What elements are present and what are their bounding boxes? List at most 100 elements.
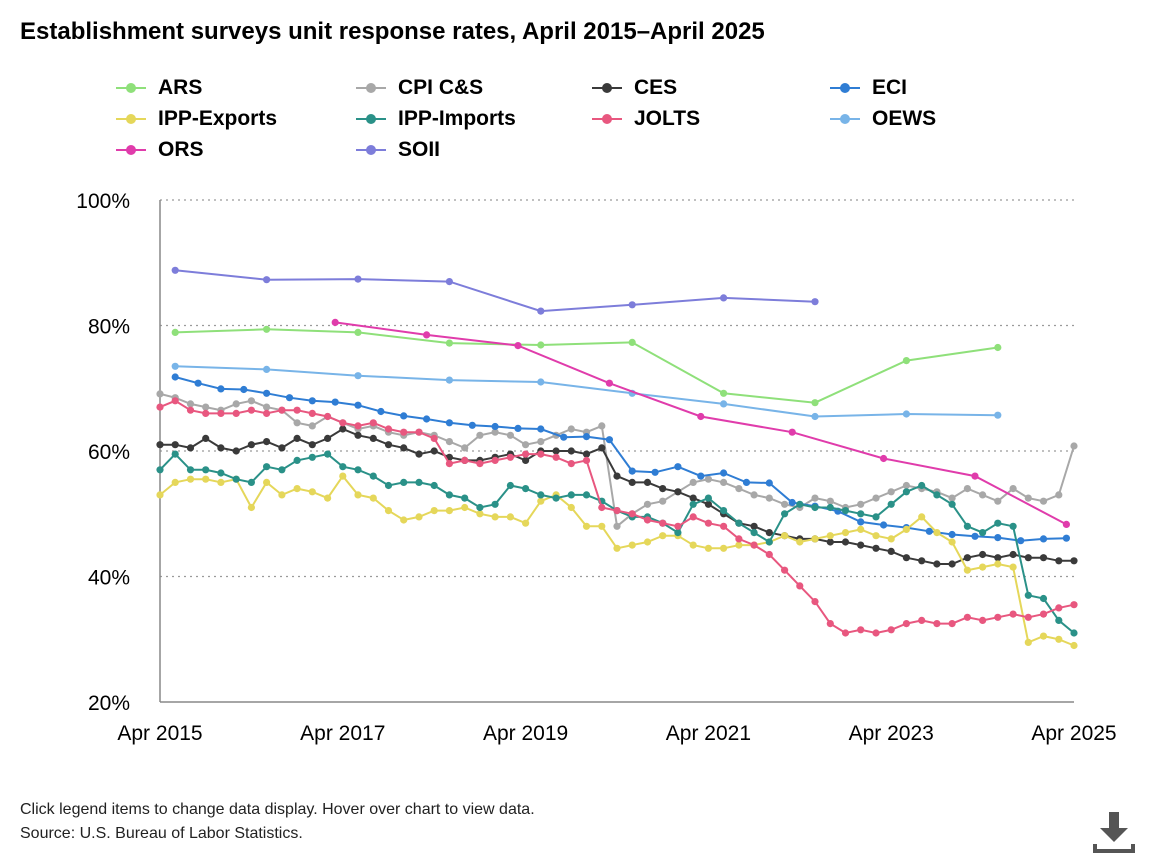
data-point [506,431,514,439]
legend-swatch [592,112,622,126]
legend-item[interactable]: IPP-Imports [356,106,516,132]
data-point [537,438,545,446]
legend-swatch [830,112,860,126]
data-point [880,454,888,463]
data-point [430,481,438,490]
data-point [415,428,423,436]
data-point [400,478,408,486]
data-point [582,522,591,530]
legend-item[interactable]: ORS [116,137,204,163]
data-point [857,626,865,634]
data-point [841,538,850,546]
data-point [674,488,682,496]
data-point [369,494,377,502]
data-point [628,467,636,475]
data-point [598,422,606,430]
data-point [186,406,195,414]
data-point [605,436,614,444]
data-point [872,494,880,502]
data-point [423,331,431,339]
data-point [1039,632,1048,640]
data-point [613,507,621,515]
data-point [232,400,240,408]
legend-item[interactable]: CPI C&S [356,75,483,101]
data-point [750,529,758,537]
data-point [872,513,880,521]
data-point [704,475,713,483]
data-point [354,431,362,439]
data-point [217,409,225,417]
data-point [1009,550,1017,559]
data-point [826,497,834,505]
data-point [1039,594,1048,603]
data-point [430,447,438,455]
data-point [720,478,728,486]
data-point [598,503,606,512]
legend-label: SOII [398,138,441,161]
data-point [278,444,286,452]
data-point [202,403,210,411]
legend-label: ECI [872,76,908,99]
data-point [689,513,697,521]
legend-item[interactable]: JOLTS [592,106,700,132]
series-layer [156,266,1078,650]
data-point [567,460,575,468]
data-point [971,532,979,540]
data-point [522,519,530,527]
data-point [826,532,834,540]
series-line [175,328,998,404]
series-line [175,365,998,418]
data-point [324,494,332,502]
data-point [742,478,751,486]
data-point [377,407,385,416]
data-point [324,450,332,458]
legend-item[interactable]: IPP-Exports [116,106,277,132]
legend-item[interactable]: OEWS [830,106,936,132]
data-point [811,535,819,543]
data-point [963,613,972,621]
data-point [720,507,728,515]
series-ars [171,325,1002,407]
data-point [354,466,362,474]
data-point [400,444,408,452]
legend-item[interactable]: SOII [356,137,440,163]
legend-swatch [356,143,386,157]
download-icon[interactable] [1092,810,1136,854]
data-point [1039,554,1048,562]
legend-item[interactable]: ECI [830,75,907,101]
legend-item[interactable]: ARS [116,75,202,101]
data-point [308,409,316,417]
data-point [781,510,789,518]
data-point [415,513,423,521]
data-point [1039,535,1048,543]
data-point [1070,601,1078,609]
data-point [872,629,880,637]
data-point [324,434,332,442]
data-point [720,544,728,552]
data-point [887,488,895,496]
data-point [285,394,294,402]
data-point [902,481,911,490]
data-point [369,472,377,480]
data-point [659,532,667,540]
data-point [506,481,514,490]
data-point [537,307,545,315]
data-point [567,425,575,433]
data-point [994,343,1002,352]
data-point [971,472,979,480]
data-point [263,438,271,446]
data-point [674,522,682,530]
data-point [400,428,408,436]
data-point [720,294,728,302]
data-point [796,500,804,508]
data-point [476,503,484,512]
data-point [1055,604,1063,612]
data-point [445,438,453,446]
chart-plot[interactable]: 20% 40% 60% 80% 100% Apr 2015 Apr 2017 Apr 2019… [0,0,1160,760]
data-point [765,494,773,502]
data-point [232,447,240,455]
data-point [933,529,941,537]
data-point [232,409,240,417]
data-point [491,500,499,508]
legend-item[interactable]: CES [592,75,677,101]
